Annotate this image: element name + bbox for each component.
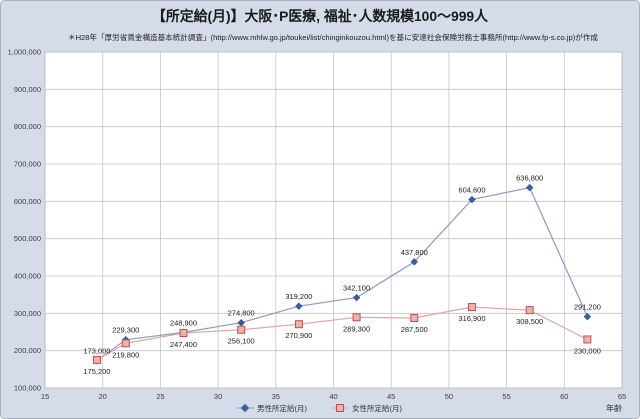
x-tick-label: 45 [387, 392, 395, 401]
data-point-male [352, 293, 361, 302]
chart-subtitle: ＊H28年「厚労省賃金構造基本統計調査」(http://www.mhlw.go.… [68, 32, 598, 42]
x-tick-label: 40 [329, 392, 337, 401]
x-tick-label: 65 [618, 392, 626, 401]
square-marker-icon [336, 404, 344, 412]
y-tick-label: 800,000 [14, 122, 41, 131]
x-tick-label: 60 [560, 392, 568, 401]
y-tick-label: 400,000 [14, 272, 41, 281]
data-point-female [179, 328, 188, 337]
data-label-female: 230,000 [574, 346, 601, 355]
legend-item-male: 男性所定給(月) [236, 403, 307, 413]
axis-tick-labels: 100,000 200,000 300,000 400,000 500,000 600,0… [8, 48, 627, 402]
data-point-male [525, 183, 534, 192]
x-tick-label: 20 [99, 392, 107, 401]
data-label-female: 287,500 [401, 325, 428, 334]
series-line-female [96, 306, 588, 361]
series-line-male [96, 186, 588, 362]
data-label-female: 308,500 [516, 317, 543, 326]
data-point-female [294, 320, 303, 329]
x-axis-label: 年齢 [606, 403, 622, 413]
data-label-male: 173,000 [83, 347, 110, 356]
legend-item-female: 女性所定給(月) [331, 403, 402, 413]
x-tick-label: 25 [156, 392, 164, 401]
data-label-female: 219,800 [112, 350, 139, 359]
data-point-male [410, 258, 419, 266]
x-tick-label: 50 [445, 392, 453, 401]
data-point-female [92, 355, 101, 364]
data-label-male: 437,800 [401, 248, 428, 257]
data-label-male: 248,900 [170, 318, 197, 327]
diamond-marker-icon [240, 403, 250, 413]
legend-label-female: 女性所定給(月) [352, 403, 402, 413]
data-label-male: 274,800 [228, 309, 255, 318]
y-tick-label: 200,000 [14, 346, 41, 355]
y-tick-label: 900,000 [14, 85, 41, 94]
x-tick-label: 55 [502, 392, 510, 401]
data-point-female [352, 313, 361, 322]
x-tick-label: 35 [272, 392, 280, 401]
data-point-male [583, 312, 592, 321]
data-label-female: 289,300 [343, 324, 370, 333]
data-label-male: 229,300 [112, 326, 139, 335]
data-point-male [295, 302, 303, 311]
data-label-female: 256,100 [228, 337, 255, 346]
data-label-female: 270,900 [285, 331, 312, 340]
data-label-male: 342,100 [343, 284, 370, 293]
y-tick-label: 600,000 [14, 197, 41, 206]
data-point-female [410, 314, 419, 322]
y-tick-label: 100,000 [14, 384, 41, 393]
y-tick-label: 700,000 [14, 160, 41, 169]
x-tick-label: 15 [41, 392, 49, 401]
data-label-female: 175,200 [83, 367, 110, 376]
data-point-female [467, 303, 476, 312]
chart-title: 【所定給(月)】大阪･P医療, 福祉･人数規模100～999人 [152, 8, 489, 24]
data-point-male [468, 195, 476, 204]
data-point-female [121, 339, 130, 348]
data-point-female [237, 325, 246, 334]
data-point-female [583, 335, 592, 344]
data-label-male: 636,800 [516, 174, 543, 183]
data-label-female: 247,400 [170, 340, 197, 349]
y-tick-label: 1,000,000 [8, 48, 41, 57]
y-tick-label: 300,000 [14, 309, 41, 318]
data-label-male: 604,600 [458, 186, 485, 195]
y-tick-label: 500,000 [14, 234, 41, 243]
data-label-male: 319,200 [285, 292, 312, 301]
data-label-male: 291,200 [574, 303, 601, 312]
x-tick-label: 30 [214, 392, 222, 401]
data-point-female [525, 306, 534, 315]
data-series [92, 183, 592, 365]
data-label-female: 316,900 [458, 314, 485, 323]
legend: 男性所定給(月) 女性所定給(月) [236, 403, 402, 413]
legend-label-male: 男性所定給(月) [257, 403, 307, 413]
data-labels: 173,000 229,300 248,900 274,800 319,200 342,1… [83, 174, 601, 376]
